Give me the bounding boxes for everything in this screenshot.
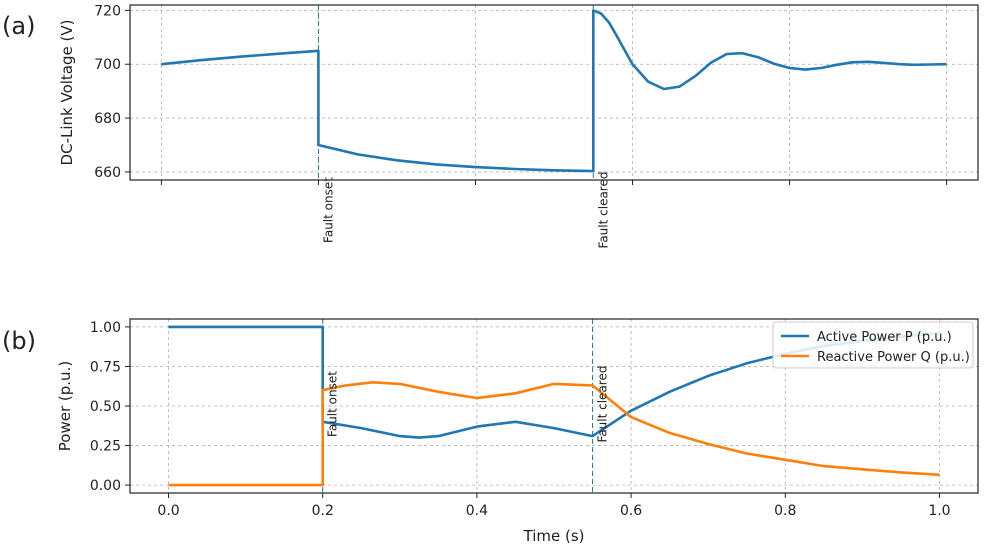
panel-a-axes-frame bbox=[129, 4, 979, 181]
y-tick-label: 0.50 bbox=[90, 399, 121, 415]
y-tick-label: 0.25 bbox=[90, 439, 121, 455]
panel-a-y-axis-label: DC-Link Voltage (V) bbox=[58, 20, 76, 166]
panel-a-annotations: Fault onset Fault cleared bbox=[321, 172, 610, 249]
event-annotation: Fault onset bbox=[321, 177, 335, 243]
y-tick-label: 700 bbox=[94, 57, 121, 73]
legend-entry: Active Power P (p.u.) bbox=[817, 330, 952, 345]
y-tick-label: 0.75 bbox=[90, 359, 121, 375]
panel-b-power: (b) 0.0 0.2 0.4 0.6 0.8 1.0 0.00 0.25 0.50 0.75 1.… bbox=[2, 318, 979, 545]
panel-b-annotations: Fault onset Fault cleared bbox=[326, 366, 610, 443]
x-tick-label: 1.0 bbox=[928, 503, 950, 519]
panel-a-ticks: 660 680 700 720 bbox=[94, 3, 948, 185]
panel-b-y-axis-label: Power (p.u.) bbox=[56, 361, 74, 451]
panel-b-x-axis-label: Time (s) bbox=[523, 527, 585, 545]
y-tick-label: 0.00 bbox=[90, 478, 121, 494]
y-tick-label: 720 bbox=[94, 3, 121, 19]
x-tick-label: 0.8 bbox=[774, 503, 796, 519]
series-line bbox=[161, 9, 947, 173]
panel-a-label: (a) bbox=[2, 12, 35, 40]
x-tick-label: 0.4 bbox=[466, 503, 488, 519]
y-tick-label: 680 bbox=[94, 111, 121, 127]
legend-entry: Reactive Power Q (p.u.) bbox=[817, 350, 970, 365]
panel-a-voltage: (a) 660 680 700 720 Fault onset Fault cleare… bbox=[2, 3, 979, 249]
panel-b-label: (b) bbox=[2, 327, 36, 355]
x-tick-label: 0.6 bbox=[620, 503, 642, 519]
event-annotation: Fault cleared bbox=[596, 366, 610, 443]
event-annotation: Fault cleared bbox=[596, 172, 610, 249]
x-tick-label: 0.2 bbox=[312, 503, 334, 519]
series-line bbox=[168, 380, 940, 487]
legend-frame bbox=[772, 321, 974, 369]
x-tick-label: 0.0 bbox=[157, 503, 179, 519]
panel-a-series bbox=[161, 9, 947, 173]
y-tick-label: 660 bbox=[94, 165, 121, 181]
panel-b-legend: Active Power P (p.u.) Reactive Power Q (p… bbox=[772, 321, 974, 369]
panel-a-grid bbox=[130, 5, 978, 180]
event-annotation: Fault onset bbox=[326, 371, 340, 437]
y-tick-label: 1.00 bbox=[90, 320, 121, 336]
panel-b-ticks: 0.0 0.2 0.4 0.6 0.8 1.0 0.00 0.25 0.50 0.75 1.00 bbox=[90, 320, 951, 519]
